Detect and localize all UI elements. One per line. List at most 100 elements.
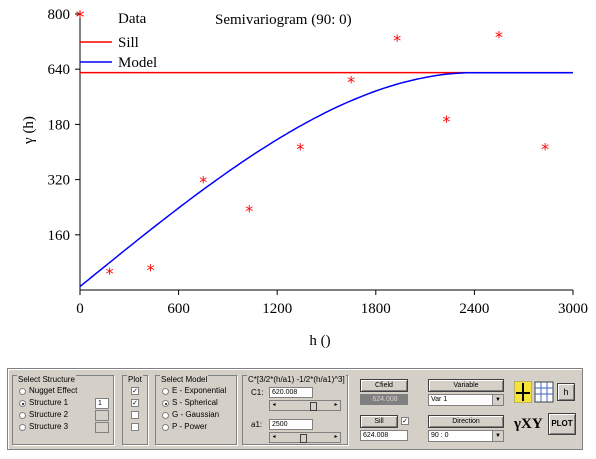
structure-3-option[interactable]: Structure 3 (19, 422, 68, 432)
slider-thumb[interactable] (300, 434, 307, 443)
data-point: * (347, 72, 355, 91)
select-model-title: Select Model (160, 375, 209, 384)
model-exponential-option[interactable]: E - Exponential (162, 386, 226, 396)
radio-button[interactable] (19, 387, 26, 395)
chevron-down-icon[interactable]: ▼ (492, 395, 503, 405)
data-point: * (541, 140, 549, 159)
structure-3-label: Structure 3 (29, 422, 69, 431)
sill-checkbox[interactable]: ✓ (401, 417, 409, 425)
model-formula-title: C*[3/2*(h/a1) -1/2*(h/a1)^3] (247, 375, 346, 384)
a1-input[interactable]: 2500 (269, 419, 313, 430)
model-gaussian-label: G - Gaussian (172, 410, 220, 419)
x-tick-label: 0 (76, 301, 84, 317)
slider-left-arrow[interactable]: ◂ (272, 402, 276, 408)
y-tick-label: 640 (48, 62, 71, 78)
x-tick-label: 1200 (262, 301, 292, 317)
data-point: * (199, 172, 207, 191)
sill-label-box: Sill (360, 415, 398, 428)
c1-label: C1: (251, 388, 264, 397)
legend-sill-label: Sill (118, 35, 139, 51)
variable-select-value: Var 1 (431, 396, 448, 403)
c1-slider[interactable]: ◂ ▸ (269, 400, 341, 411)
y-tick-label: 160 (48, 228, 71, 244)
model-spherical-option[interactable]: S - Spherical (162, 398, 218, 408)
h-button[interactable]: h (557, 383, 575, 401)
slider-left-arrow[interactable]: ◂ (272, 434, 276, 440)
structure-nugget-option[interactable]: Nugget Effect (19, 386, 77, 396)
cfield-label-box: Cfield (360, 379, 408, 392)
data-point: * (147, 260, 155, 279)
y-tick-label: 180 (48, 117, 71, 133)
model-gaussian-option[interactable]: G - Gaussian (162, 410, 219, 420)
chart-title: Semivariogram (90: 0) (215, 12, 352, 28)
axes-tool-icon[interactable] (513, 380, 533, 404)
model-curve (79, 71, 573, 288)
plot-structure-2-checkbox[interactable] (131, 411, 139, 419)
x-tick-label: 3000 (558, 301, 588, 317)
model-power-label: P - Power (172, 422, 207, 431)
sill-input[interactable]: 624.008 (360, 430, 408, 441)
structure-1-option[interactable]: Structure 1 (19, 398, 68, 408)
select-model-group: Select Model E - Exponential S - Spheric… (155, 375, 237, 445)
select-structure-title: Select Structure (17, 375, 76, 384)
variable-label-box: Variable (428, 379, 504, 392)
variable-select[interactable]: Var 1 ▼ (428, 394, 504, 406)
a1-label: a1: (251, 420, 263, 429)
model-parameters-group: C*[3/2*(h/a1) -1/2*(h/a1)^3] C1: 620.008… (242, 375, 348, 445)
structure-2-label: Structure 2 (29, 410, 69, 419)
data-point: * (245, 202, 253, 221)
legend-data-label: Data (118, 11, 147, 27)
structure-nugget-label: Nugget Effect (29, 386, 78, 395)
plot-button[interactable]: PLOT (548, 413, 576, 435)
plot-group-title: Plot (127, 375, 143, 384)
radio-button[interactable] (162, 423, 169, 431)
data-point: * (393, 31, 401, 50)
y-tick-label: 800 (48, 7, 71, 23)
a1-slider[interactable]: ◂ ▸ (269, 432, 341, 443)
legend: * Data Sill Model (76, 7, 158, 71)
radio-button-selected[interactable] (162, 399, 169, 407)
x-axis-label: h () (309, 333, 330, 349)
plot-nugget-checkbox[interactable]: ✓ (131, 387, 139, 395)
radio-button[interactable] (162, 387, 169, 395)
structure-2-count-field[interactable] (95, 410, 109, 421)
grid-table-icon[interactable] (534, 381, 554, 403)
x-tick-label: 1800 (361, 301, 391, 317)
structure-3-count-field[interactable] (95, 422, 109, 433)
plot-structure-3-checkbox[interactable] (131, 423, 139, 431)
structure-1-count-field[interactable]: 1 (95, 398, 109, 409)
legend-data-marker: * (76, 7, 85, 28)
slider-right-arrow[interactable]: ▸ (334, 402, 338, 408)
direction-select-value: 90 : 0 (431, 432, 449, 439)
slider-thumb[interactable] (310, 402, 317, 411)
x-tick-label: 2400 (459, 301, 489, 317)
c1-input[interactable]: 620.008 (269, 387, 313, 398)
structure-1-label: Structure 1 (29, 398, 69, 407)
axes-glyph (513, 380, 533, 404)
direction-label-box: Direction (428, 415, 504, 428)
plot-structure-1-checkbox[interactable]: ✓ (131, 399, 139, 407)
slider-right-arrow[interactable]: ▸ (334, 434, 338, 440)
chevron-down-icon[interactable]: ▼ (492, 431, 503, 441)
data-point: * (495, 27, 503, 46)
model-power-option[interactable]: P - Power (162, 422, 207, 432)
model-exponential-label: E - Exponential (172, 386, 227, 395)
radio-button-selected[interactable] (19, 399, 26, 407)
radio-button[interactable] (162, 411, 169, 419)
cfield-value: 624.008 (360, 394, 408, 405)
data-point: * (106, 264, 114, 283)
x-tick-label: 600 (167, 301, 190, 317)
y-tick-label: 320 (48, 173, 71, 189)
select-structure-group: Select Structure Nugget Effect Structure… (12, 375, 114, 445)
plot-group: Plot ✓ ✓ (122, 375, 148, 445)
direction-select[interactable]: 90 : 0 ▼ (428, 430, 504, 442)
model-spherical-label: S - Spherical (172, 398, 218, 407)
radio-button[interactable] (19, 423, 26, 431)
gamma-xy-button[interactable]: γXY (514, 416, 543, 432)
radio-button[interactable] (19, 411, 26, 419)
legend-model-label: Model (118, 55, 157, 71)
data-point: * (442, 112, 450, 131)
structure-2-option[interactable]: Structure 2 (19, 410, 68, 420)
